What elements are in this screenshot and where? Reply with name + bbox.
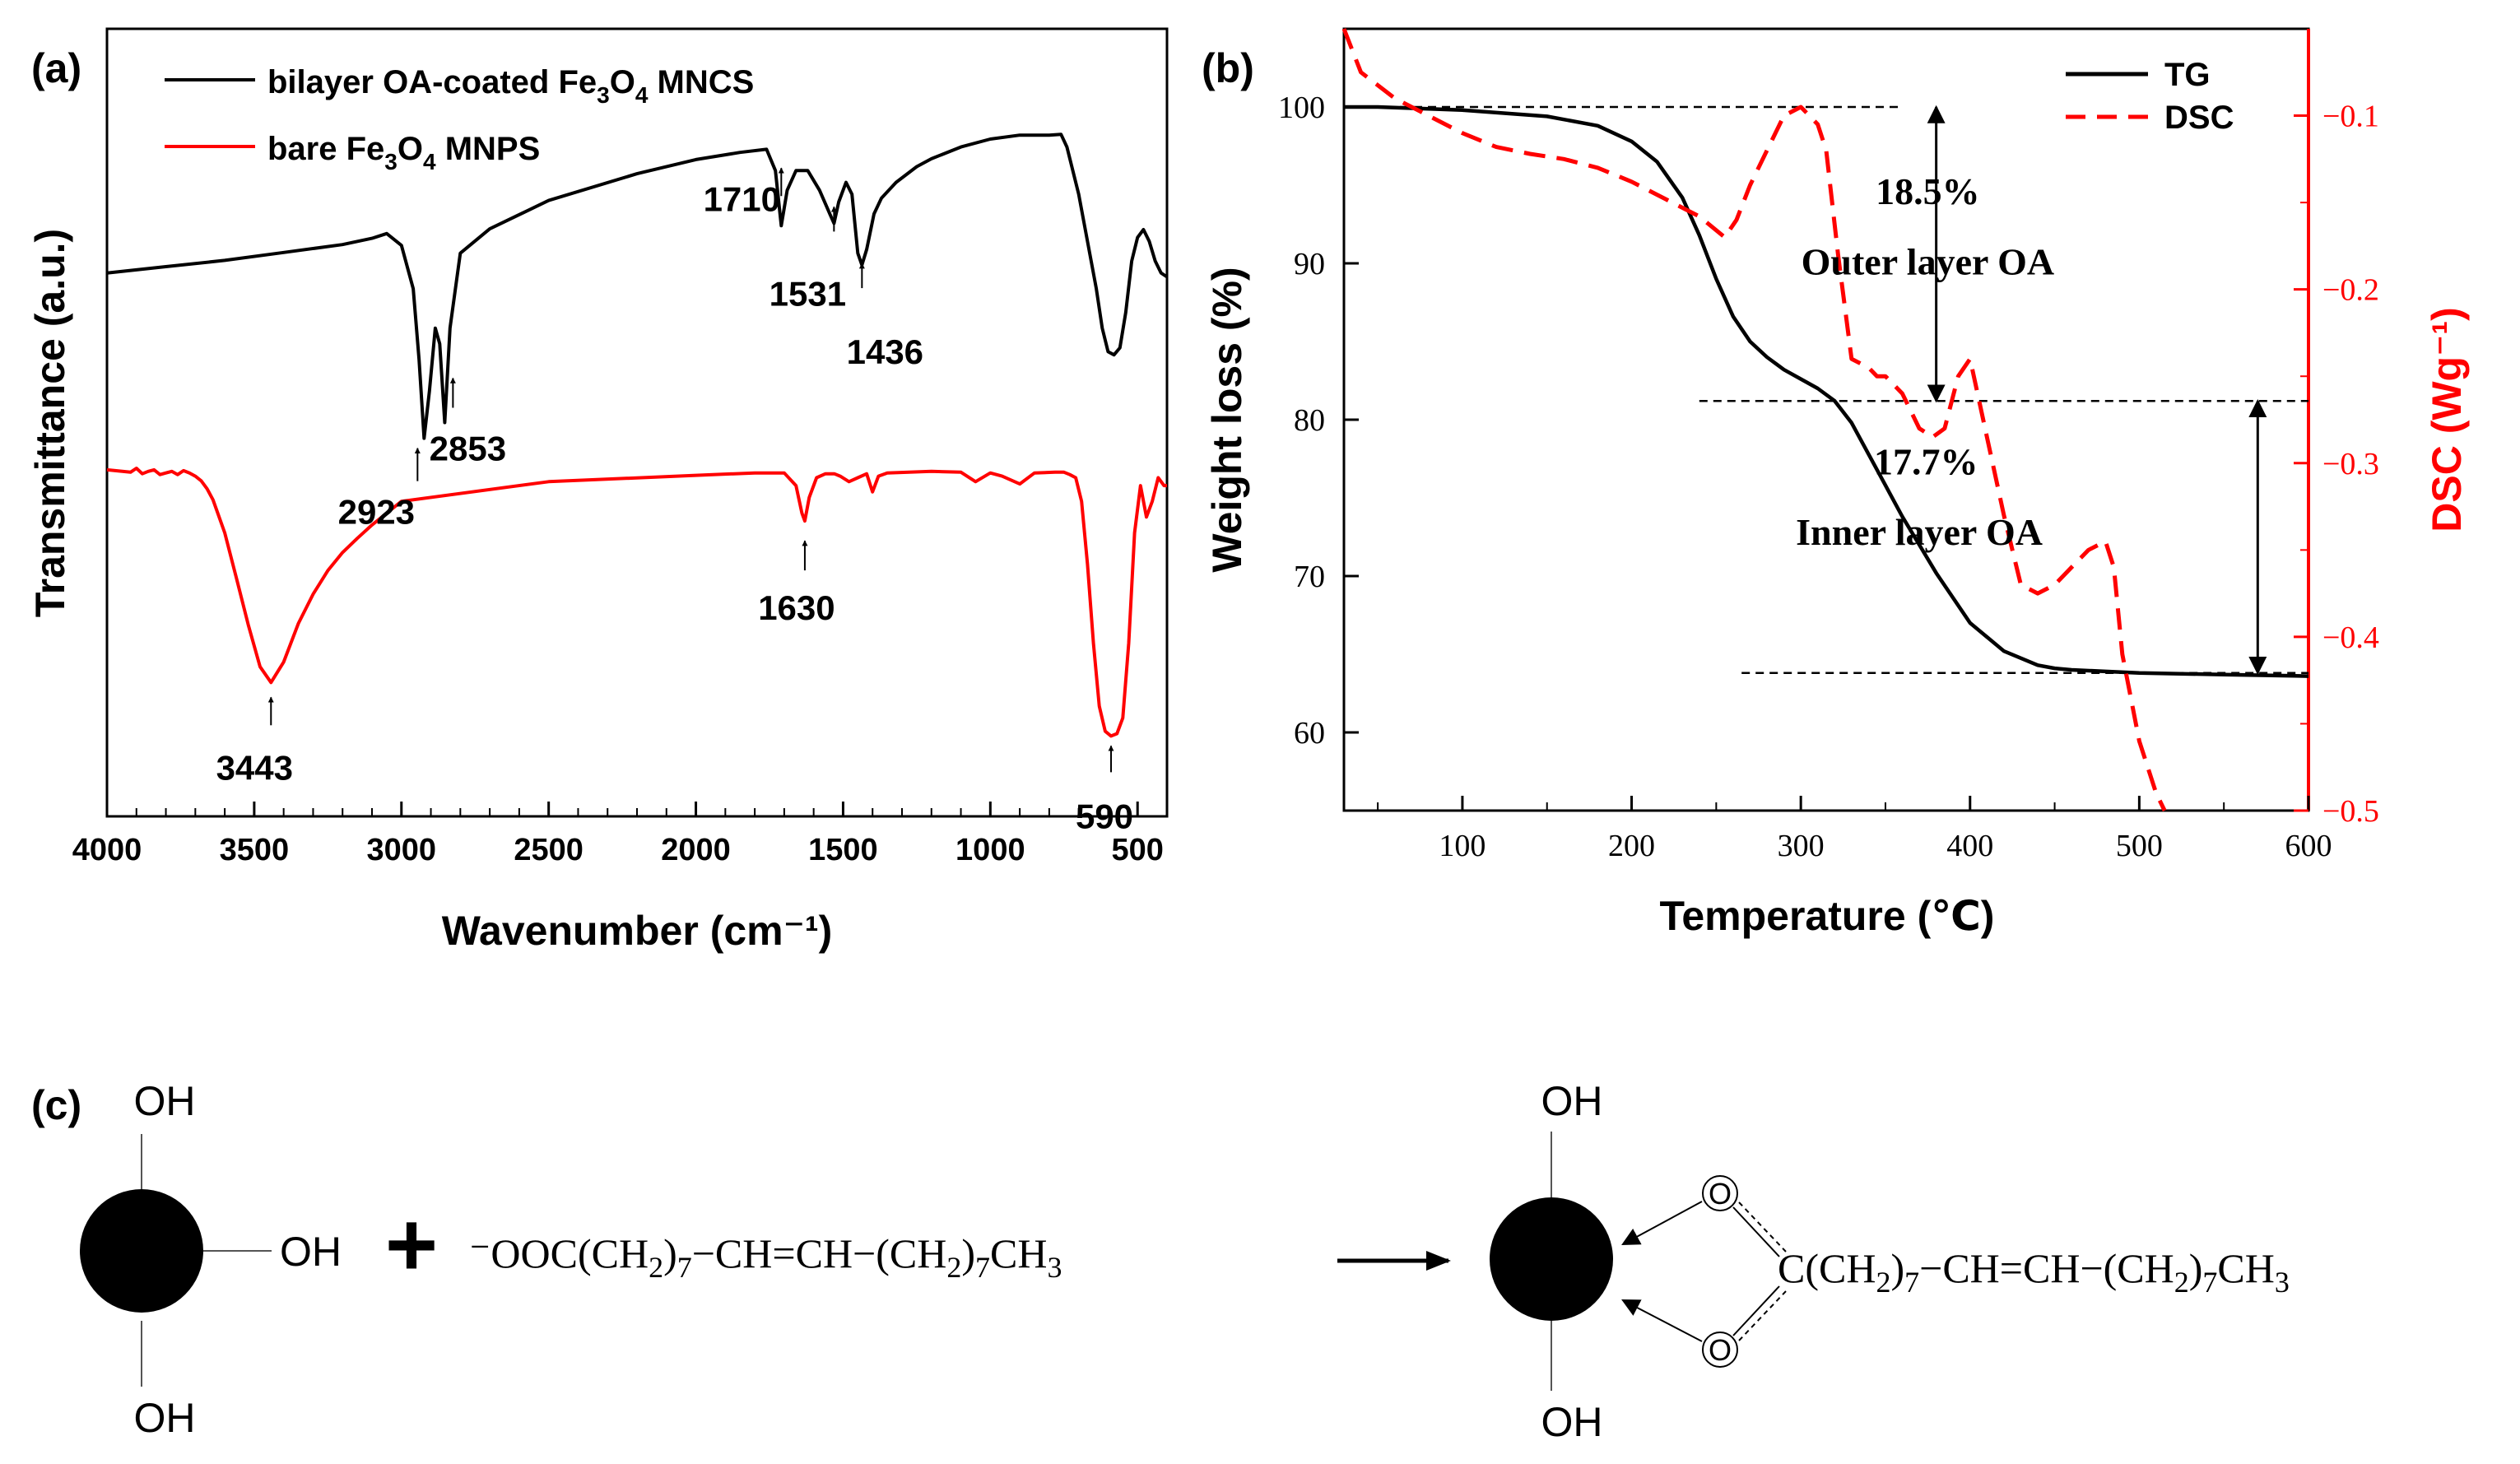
ftir-peak-label: 1630 [758, 588, 835, 627]
product-particle: OH OH O O C(CH2)7−CH=CH−(CH2)7CH3 [1490, 1078, 2290, 1445]
ftir-x-tick-label: 1000 [955, 833, 1025, 867]
tga-axes: 100 200 300 400 500 600 60 70 80 90 100 −0.1 −0.2 −0.… [1278, 91, 2379, 863]
tga-y-label: Weight loss (%) [1204, 267, 1250, 572]
ftir-panel: (a) 4000 3500 3000 2500 2000 1500 1000 500 2923… [27, 27, 1169, 954]
ftir-series-coated [106, 132, 1169, 440]
coordination-arrow-top [1621, 1201, 1703, 1246]
ftir-peak-label: 2853 [430, 430, 506, 468]
ftir-peak-label: 3443 [216, 748, 293, 787]
tga-y-tick-label: 100 [1278, 91, 1325, 125]
ftir-peak-label: 590 [1076, 797, 1133, 835]
dsc-y-tick-label: −0.4 [2322, 620, 2379, 655]
ftir-series-bare [106, 467, 1167, 738]
tga-x-tick-label: 100 [1439, 829, 1485, 863]
ftir-plot-frame [105, 27, 1169, 818]
ftir-x-tick-label: 2500 [514, 833, 584, 867]
tga-mass-loss-arrows [1927, 105, 2267, 675]
tga-y-tick-label: 60 [1294, 716, 1325, 751]
panel-a-label: (a) [31, 45, 81, 91]
bond-o-top-solid [1732, 1206, 1780, 1257]
oxygen-top-ring [1702, 1175, 1738, 1211]
ftir-x-tick-label: 4000 [72, 833, 142, 867]
ftir-peak-label: 1710 [704, 179, 780, 218]
oxygen-bottom: O [1709, 1333, 1732, 1367]
dsc-curve [1341, 28, 2167, 812]
legend-label-tg: TG [2164, 57, 2211, 93]
tga-series [1341, 28, 2309, 812]
coated-nanoparticle [1490, 1197, 1613, 1321]
dsc-y-tick-label: −0.1 [2322, 100, 2379, 134]
legend-label-coated: bilayer OA-coated Fe3O4 MNCS [267, 64, 754, 108]
product-hydroxyl-bottom: OH [1541, 1399, 1603, 1445]
dsc-y-tick-label: −0.2 [2322, 273, 2379, 308]
ftir-x-tick-label: 3500 [220, 833, 290, 867]
bond-o-bottom-solid [1732, 1285, 1780, 1336]
tga-y-tick-label: 70 [1294, 560, 1325, 594]
ftir-x-tick-label: 1500 [808, 833, 878, 867]
tga-x-tick-label: 600 [2285, 829, 2332, 863]
panel-b-label: (b) [1202, 45, 1254, 91]
coordination-arrow-bottom [1621, 1299, 1703, 1342]
tga-annotation: Outer layer OA [1802, 240, 2054, 282]
bond-o-bottom-dashed [1738, 1290, 1787, 1341]
tga-x-tick-label: 500 [2116, 829, 2163, 863]
tg-curve [1344, 105, 2309, 678]
dsc-y-label: DSC (Wg⁻¹) [2424, 307, 2470, 532]
ftir-legend: bilayer OA-coated Fe3O4 MNCS bare Fe3O4 … [165, 64, 754, 174]
hydroxyl-top: OH [134, 1078, 196, 1124]
ftir-x-label: Wavenumber (cm⁻¹) [442, 908, 833, 954]
ftir-y-label: Transmittance (a.u.) [27, 229, 73, 617]
ftir-peak-label: 2923 [338, 493, 415, 532]
panel-c-label: (c) [31, 1082, 81, 1128]
reactant-particle: OH OH OH [80, 1078, 342, 1441]
fe3o4-nanoparticle [80, 1189, 203, 1313]
tga-x-tick-label: 200 [1608, 829, 1655, 863]
hydroxyl-right: OH [280, 1229, 342, 1275]
legend-label-bare: bare Fe3O4 MNPS [267, 131, 540, 174]
oleate-formula: ⁻OOC(CH2)7−CH=CH−(CH2)7CH3 [469, 1230, 1062, 1284]
hydroxyl-bottom: OH [134, 1395, 196, 1441]
oxygen-top: O [1709, 1177, 1732, 1211]
bond-o-top-dashed [1738, 1201, 1787, 1253]
tga-y-tick-label: 90 [1294, 247, 1325, 281]
tga-annotation: 18.5% [1876, 170, 1980, 212]
ftir-series [106, 132, 1169, 738]
tga-legend: TG DSC [2066, 57, 2234, 136]
reaction-scheme: (c) OH OH OH + ⁻OOC(CH2)7−CH=CH−(CH2)7CH… [31, 1078, 2290, 1445]
tga-reference-lines [1344, 105, 2308, 675]
ftir-x-axis: 4000 3500 3000 2500 2000 1500 1000 500 [72, 802, 1164, 867]
ftir-x-tick-label: 500 [1112, 833, 1164, 867]
product-chain-formula: C(CH2)7−CH=CH−(CH2)7CH3 [1778, 1245, 2290, 1299]
tga-x-tick-label: 400 [1946, 829, 1993, 863]
dsc-y-tick-label: −0.3 [2322, 447, 2379, 481]
ftir-x-tick-label: 2000 [661, 833, 731, 867]
tga-panel: (b) 100 200 300 400 500 600 60 70 80 90 100 −0.1 −0.… [1202, 27, 2470, 939]
plus-sign: + [385, 1194, 438, 1295]
tga-x-tick-label: 300 [1778, 829, 1825, 863]
ftir-peak-label: 1531 [769, 274, 846, 313]
tga-y-tick-label: 80 [1294, 403, 1325, 438]
tga-annotation: Inner layer OA [1796, 511, 2043, 553]
product-hydroxyl-top: OH [1541, 1078, 1603, 1124]
oxygen-bottom-ring [1702, 1332, 1738, 1368]
tga-plot-frame [1342, 27, 2310, 812]
legend-label-dsc: DSC [2164, 100, 2234, 136]
dsc-y-tick-label: −0.5 [2322, 794, 2379, 829]
ftir-peak-label: 1436 [847, 332, 923, 371]
tga-x-label: Temperature (℃) [1660, 893, 1995, 939]
tga-annotation: 17.7% [1874, 441, 1978, 483]
tga-annotations: 18.5% Outer layer OA 17.7% Inner layer OA [1796, 170, 2054, 553]
ftir-x-tick-label: 3000 [367, 833, 437, 867]
